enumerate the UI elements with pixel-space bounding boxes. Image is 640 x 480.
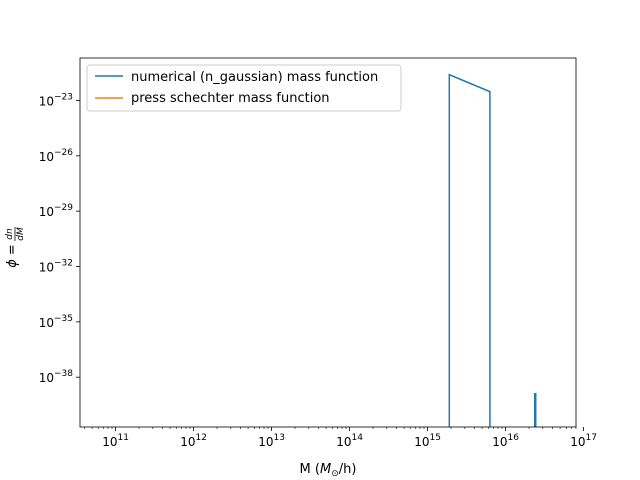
svg-text:ϕ =: ϕ = [5, 244, 20, 268]
y-tick-label: 10−35 [39, 314, 73, 330]
x-tick-label: 1011 [102, 433, 129, 449]
plot-lines [448, 73, 537, 427]
x-axis-label: M (M⊙/h) [300, 462, 357, 479]
x-tick-label: 1016 [492, 433, 519, 449]
series-line-0-segment-0 [448, 73, 491, 427]
plot-frame [79, 57, 577, 428]
x-axis: 1011 1012 1013 1014 1015 1016 1017 [84, 427, 597, 449]
y-tick-label: 10−29 [39, 203, 74, 219]
y-axis: 10−23 10−26 10−29 10−32 10−35 10−38 [39, 92, 80, 385]
legend-box [86, 64, 402, 112]
y-tick-label: 10−32 [39, 259, 73, 275]
x-tick-label: 1012 [180, 433, 207, 449]
y-axis-label: ϕ = dn dM [5, 227, 26, 268]
x-tick-label: 1015 [414, 433, 441, 449]
y-tick-label: 10−23 [39, 92, 73, 108]
x-tick-label: 1017 [570, 433, 597, 449]
legend-label-numerical: numerical (n_gaussian) mass function [131, 70, 378, 85]
svg-text:dM: dM [16, 227, 26, 241]
svg-text:dn: dn [5, 228, 15, 240]
legend: numerical (n_gaussian) mass function pre… [86, 64, 402, 112]
y-tick-label: 10−26 [39, 148, 74, 164]
x-tick-label: 1014 [336, 433, 363, 449]
x-tick-label: 1013 [258, 433, 285, 449]
legend-label-press-schechter: press schechter mass function [131, 91, 330, 106]
y-tick-label: 10−38 [39, 369, 74, 385]
